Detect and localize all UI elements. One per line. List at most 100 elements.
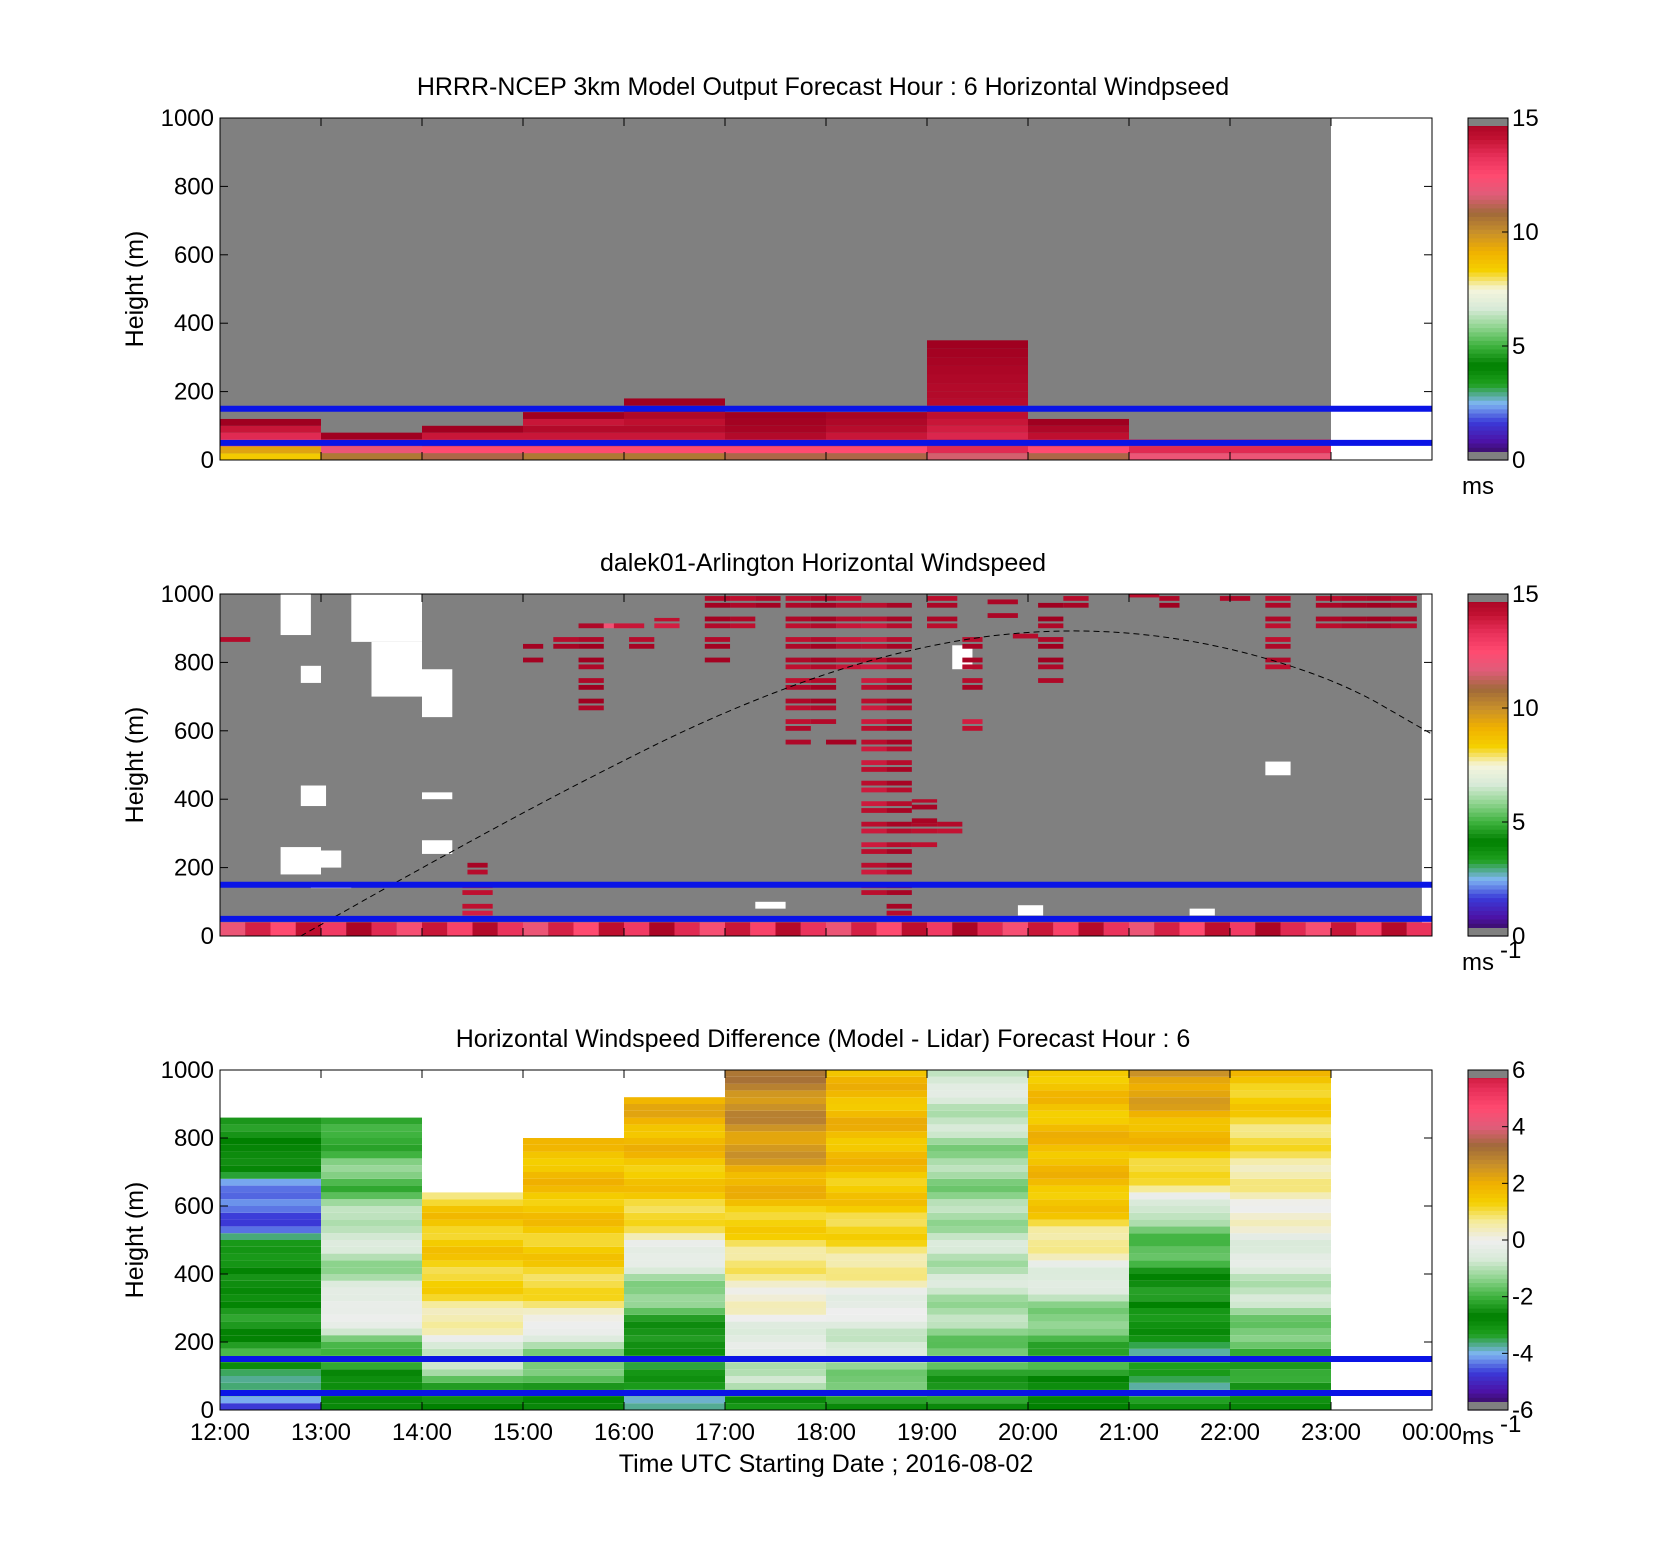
difference-cell [725,1104,826,1111]
difference-cell [321,1308,422,1315]
colorbar-tick-label: 4 [1512,1114,1525,1141]
difference-cell [725,1362,826,1370]
colorbar-swatch [1468,306,1508,311]
lidar-cell [1038,678,1064,683]
lidar-cell [861,623,887,629]
lidar-cell [836,623,862,629]
colorbar-swatch [1468,1167,1508,1173]
difference-cell [1028,1185,1129,1193]
x-tick-label: 18:00 [796,1419,856,1446]
difference-cell [220,1287,321,1295]
lidar-cell [836,657,862,663]
model-cell [220,446,321,454]
difference-cell [725,1090,826,1098]
lidar-cell [911,804,938,810]
lidar-cell [861,828,887,834]
difference-cell [927,1178,1028,1186]
model-cell [725,412,826,419]
difference-cell [422,1308,523,1315]
difference-cell [220,1131,321,1138]
colorbar-swatch [1468,1388,1508,1394]
lidar-surface-cell [371,922,397,936]
colorbar-swatch [1468,1278,1508,1284]
difference-cell [523,1144,624,1152]
lidar-cell [1219,596,1251,601]
model-cell [1028,425,1129,433]
difference-cell [321,1301,422,1308]
colorbar-swatch [1468,662,1508,668]
difference-cell [523,1376,624,1383]
panel-difference-ylabel: Height (m) [121,1182,149,1299]
colorbar-swatch [1468,653,1508,659]
lidar-surface-cell [245,922,271,936]
colorbar-swatch [1468,182,1508,187]
lidar-cell [1366,596,1392,601]
difference-cell [523,1348,624,1356]
difference-cell [624,1335,725,1342]
difference-cell [624,1274,725,1281]
colorbar-swatch [1468,1325,1508,1330]
panel-lidar-title: dalek01-Arlington Horizontal Windspeed [600,549,1046,577]
difference-cell [523,1185,624,1193]
lidar-cell [987,613,1018,618]
lidar-cell [886,767,912,772]
lidar-cell [861,705,887,711]
colorbar-swatch [1468,143,1508,149]
difference-cell [1230,1314,1331,1322]
lidar-surface-cell [1255,922,1281,936]
difference-cell [826,1178,927,1186]
difference-cell [927,1097,1028,1104]
lidar-cell [1315,602,1342,608]
difference-cell [1230,1274,1331,1281]
colorbar-swatch [1468,816,1508,822]
lidar-cell [836,596,862,601]
difference-cell [1028,1376,1129,1383]
lidar-cell [886,657,912,663]
difference-cell [826,1083,927,1091]
difference-cell [220,1144,321,1152]
lidar-cell [886,849,912,854]
lidar-cell [785,684,811,690]
colorbar-swatch [1468,1286,1508,1292]
lidar-surface-cell [447,922,473,936]
lidar-cell [810,623,837,629]
difference-cell [523,1274,624,1281]
colorbar-swatch [1468,1078,1508,1084]
difference-cell [1129,1301,1230,1308]
difference-cell [220,1199,321,1206]
lidar-cell [861,869,887,875]
panel-difference: Horizontal Windspeed Difference (Model -… [121,1025,1533,1478]
colorbar-swatch [1468,888,1508,894]
difference-cell [1129,1192,1230,1200]
model-cell [927,425,1028,433]
lidar-cell [704,643,731,649]
difference-cell [321,1219,422,1227]
colorbar-swatch [1468,190,1508,196]
difference-cell [624,1219,725,1227]
lidar-cell [755,596,781,601]
model-cell [725,446,826,454]
colorbar-swatch [1468,1380,1508,1386]
difference-cell [1028,1396,1129,1404]
colorbar-tick-label: 15 [1512,581,1539,608]
lidar-cell [861,664,887,670]
y-tick-label: 0 [201,923,214,950]
difference-cell [321,1382,422,1390]
colorbar-swatch [1468,400,1508,406]
lidar-cell [785,719,811,724]
difference-cell [927,1233,1028,1240]
difference-cell [1129,1212,1230,1220]
colorbar-swatch [1468,923,1508,929]
difference-cell [321,1287,422,1295]
difference-cell [927,1376,1028,1383]
colorbar-swatch [1468,760,1508,766]
difference-cell [927,1335,1028,1342]
difference-cell [1028,1280,1129,1288]
difference-cell [927,1158,1028,1166]
difference-cell [624,1178,725,1186]
colorbar-tick-label: -6 [1512,1397,1533,1424]
colorbar-swatch [1468,391,1508,397]
difference-cell [220,1124,321,1132]
difference-cell [1028,1090,1129,1098]
colorbar-swatch [1468,1150,1508,1156]
